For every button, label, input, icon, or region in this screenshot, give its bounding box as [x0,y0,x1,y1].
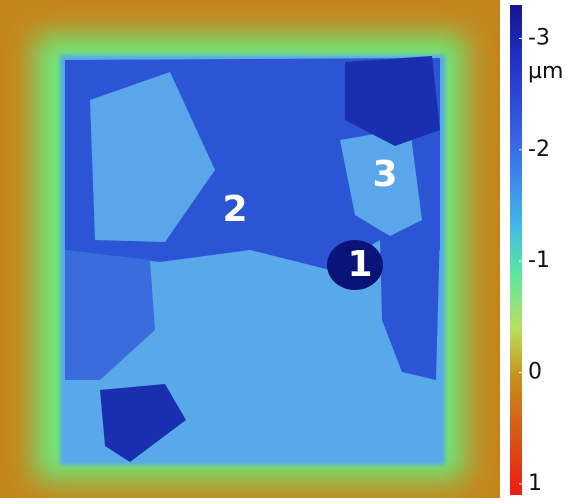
region-label: 3 [372,154,397,195]
region-label: 2 [222,189,247,230]
colorbar-tick-label: 0 [528,360,542,385]
colorbar-tick-label: -2 [528,137,550,162]
colorbar-unit: µm [528,59,563,84]
colorbar-gradient [510,5,522,495]
colorbar-tick-label: -3 [528,25,550,50]
region-label: 1 [347,244,372,285]
colorbar-tick-label: 1 [528,471,542,496]
height-map: 1 2 3 [0,0,500,498]
colorbar: µm -3 -2 -1 0 1 [510,5,563,496]
colorbar-tick-label: -1 [528,248,550,273]
